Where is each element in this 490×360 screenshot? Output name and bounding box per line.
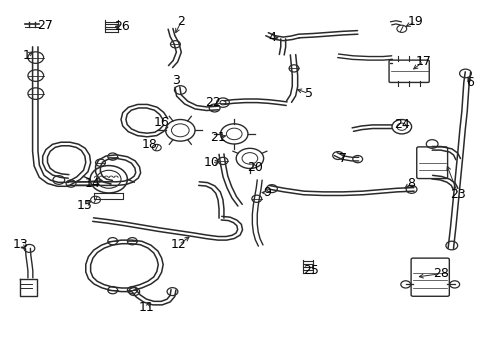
Text: 28: 28: [433, 267, 449, 280]
Text: 1: 1: [23, 49, 31, 62]
Text: 4: 4: [268, 31, 276, 44]
Text: 5: 5: [305, 87, 313, 100]
Text: 23: 23: [450, 188, 466, 201]
Text: 19: 19: [408, 15, 423, 28]
Text: 15: 15: [76, 199, 92, 212]
Text: 20: 20: [247, 161, 263, 174]
Text: 3: 3: [172, 75, 180, 87]
Text: 24: 24: [394, 118, 410, 131]
Text: 16: 16: [154, 116, 170, 129]
Text: 27: 27: [37, 19, 53, 32]
Text: 14: 14: [84, 177, 100, 190]
Text: 21: 21: [210, 131, 226, 144]
Text: 22: 22: [205, 96, 221, 109]
Text: 9: 9: [263, 186, 271, 199]
Text: 25: 25: [303, 264, 319, 276]
Text: 8: 8: [408, 177, 416, 190]
Text: 6: 6: [466, 76, 474, 89]
Text: 13: 13: [13, 238, 28, 251]
Text: 26: 26: [114, 21, 129, 33]
Text: 2: 2: [177, 15, 185, 28]
Text: 18: 18: [142, 138, 157, 150]
Text: 12: 12: [171, 238, 187, 251]
Text: 7: 7: [339, 152, 347, 165]
Text: 11: 11: [139, 301, 155, 314]
Text: 17: 17: [416, 55, 432, 68]
Text: 10: 10: [204, 156, 220, 169]
